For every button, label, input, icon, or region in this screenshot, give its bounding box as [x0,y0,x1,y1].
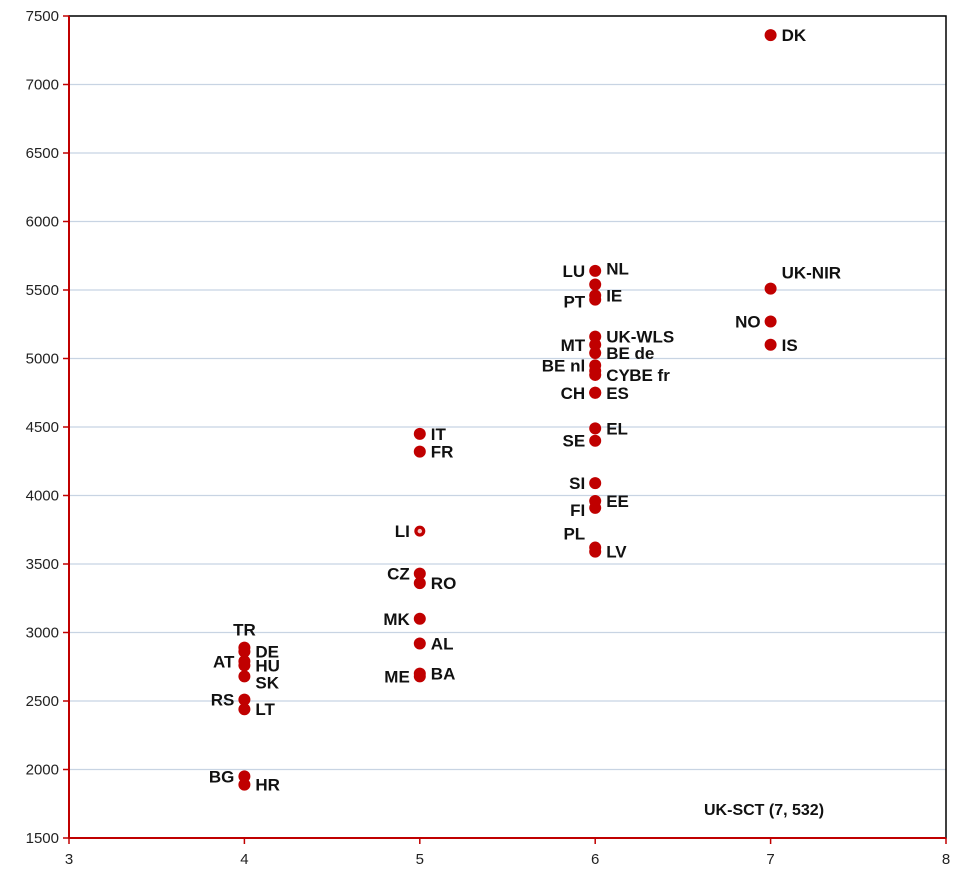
point-label-li: LI [395,522,410,541]
point-label-se: SE [563,432,586,451]
x-tick-label: 3 [65,851,73,868]
point-label-at: AT [213,652,235,671]
point-bg [238,770,251,783]
point-label-be-nl: BE nl [542,356,585,375]
point-label-pt: PT [563,293,585,312]
y-tick-label: 5500 [26,282,59,299]
point-el [589,422,602,435]
point-label-be-fr: BE fr [629,366,670,385]
point-label-ie: IE [606,286,622,305]
point-label-al: AL [431,634,454,653]
point-label-sk: SK [255,673,279,692]
point-label-ba: BA [431,665,456,684]
point-se [589,434,602,447]
y-tick-label: 1500 [26,830,59,847]
point-li-center [417,528,422,534]
point-label-uk-nir: UK-NIR [782,264,842,283]
point-al [413,637,426,650]
point-label-hu: HU [255,656,280,675]
point-hu [238,659,251,672]
point-it [413,427,426,440]
point-fi [589,501,602,514]
point-label-si: SI [569,474,585,493]
y-tick-label: 5000 [26,351,59,368]
point-be-de [589,347,602,360]
point-label-hr: HR [255,776,280,795]
point-label-is: IS [782,336,798,355]
point-ie [589,289,602,302]
point-label-me: ME [384,667,410,686]
point-label-mk: MK [383,610,410,629]
x-tick-label: 4 [240,851,248,868]
y-tick-label: 6500 [26,145,59,162]
x-tick-label: 6 [591,851,599,868]
annotation-uk-sct: UK-SCT (7, 532) [704,802,824,819]
point-sk [238,670,251,683]
point-hr [238,778,251,791]
point-ba [413,667,426,680]
point-label-cy: CY [606,366,630,385]
point-ro [413,577,426,590]
point-label-uk-wls: UK-WLS [606,328,674,347]
point-is [764,338,777,351]
point-label-de: DE [255,643,279,662]
point-si [589,477,602,490]
point-dk [764,29,777,42]
point-label-dk: DK [782,26,807,45]
point-lt [238,703,251,716]
point-mk [413,612,426,625]
y-tick-label: 3000 [26,625,59,642]
point-no [764,315,777,328]
point-label-pl: PL [563,525,585,544]
point-be-fr [589,364,602,377]
x-tick-label: 8 [942,851,950,868]
point-label-el: EL [606,419,628,438]
x-tick-label: 7 [766,851,774,868]
axis-ticks: 1500 2000 2500 3000 3500 4000 4500 5000 5500 6000… [26,8,951,868]
point-label-ch: CH [561,384,586,403]
point-label-lu: LU [563,262,586,281]
point-cz [413,567,426,580]
y-tick-label: 2500 [26,693,59,710]
x-tick-label: 5 [416,851,424,868]
point-label-ro: RO [431,574,457,593]
point-es [589,386,602,399]
point-label-nl: NL [606,260,629,279]
y-tick-label: 4500 [26,419,59,436]
gridlines [69,15,946,771]
point-label-es: ES [606,384,629,403]
point-label-fi: FI [570,501,585,520]
point-label-cz: CZ [387,565,410,584]
point-de [238,645,251,658]
point-label-fr: FR [431,443,454,462]
point-nl [589,278,602,291]
y-tick-label: 4000 [26,488,59,505]
point-label-mt: MT [561,336,586,355]
point-label-lt: LT [255,700,275,719]
point-rs [238,693,251,706]
point-label-be-de: BE de [606,344,654,363]
point-lu [589,264,602,277]
point-label-tr: TR [233,621,256,640]
point-label-ee: EE [606,492,629,511]
point-uk-wls [589,330,602,343]
point-label-it: IT [431,425,447,444]
point-fr [413,445,426,458]
point-label-bg: BG [209,767,235,786]
y-tick-label: 3500 [26,556,59,573]
y-tick-label: 6000 [26,214,59,231]
point-lv [589,545,602,558]
point-label-rs: RS [211,691,235,710]
point-uk-nir [764,282,777,295]
y-tick-label: 7500 [26,8,59,25]
point-label-lv: LV [606,543,627,562]
y-tick-label: 2000 [26,762,59,779]
point-label-no: NO [735,313,761,332]
y-tick-label: 7000 [26,77,59,94]
point-mt [589,338,602,351]
